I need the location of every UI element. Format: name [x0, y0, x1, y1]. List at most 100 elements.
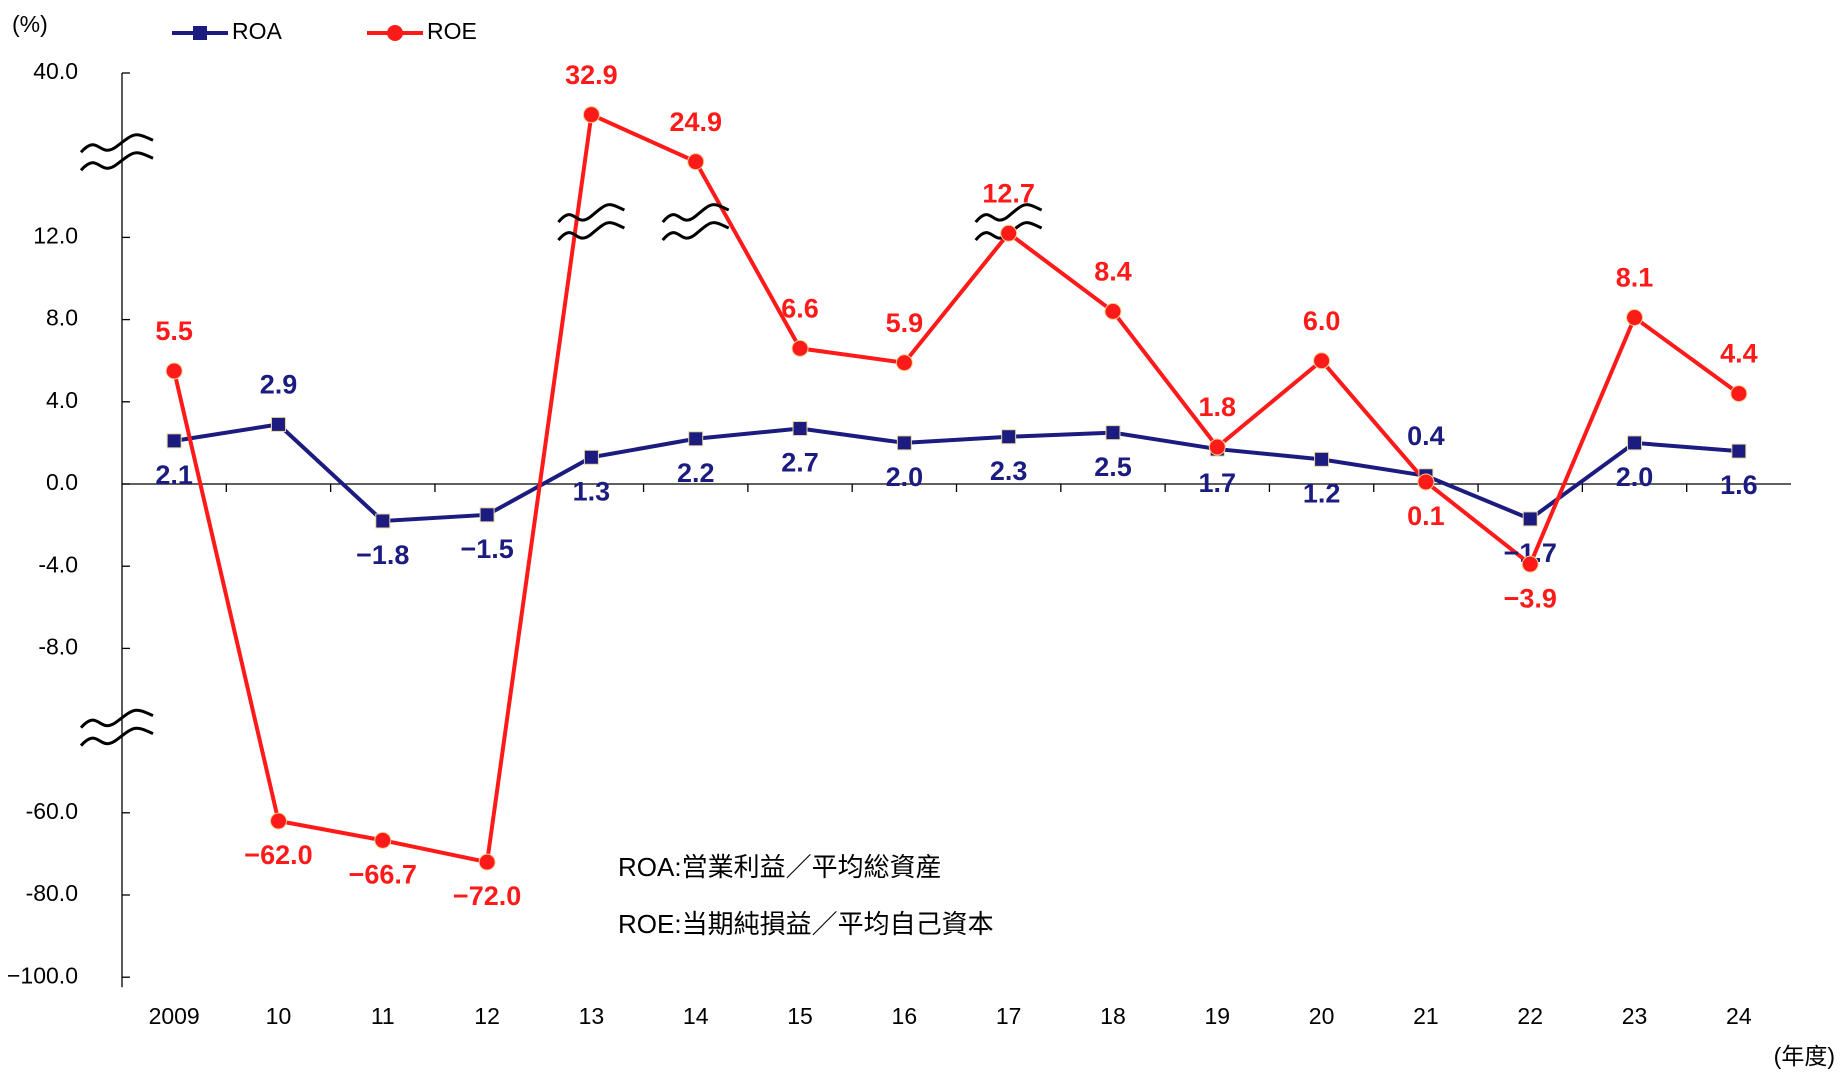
- marker: [1208, 438, 1226, 456]
- data-label: −62.0: [244, 840, 312, 870]
- marker: [791, 339, 809, 357]
- data-label: 2.0: [886, 462, 924, 492]
- data-label: 8.4: [1094, 257, 1132, 287]
- legend-label: ROE: [427, 18, 477, 44]
- data-label: −3.9: [1504, 583, 1557, 613]
- marker: [582, 106, 600, 124]
- axis-break: [557, 203, 626, 242]
- data-label: 1.8: [1199, 392, 1237, 422]
- x-tick-label: 23: [1622, 1003, 1648, 1029]
- data-label: 6.6: [781, 293, 819, 323]
- y-tick-label: 12.0: [33, 222, 78, 248]
- legend-marker: [193, 26, 207, 40]
- y-tick-label: 40.0: [33, 58, 78, 84]
- x-tick-label: 18: [1100, 1003, 1126, 1029]
- axis-break-line: [974, 203, 1043, 224]
- data-label: 2.9: [260, 370, 298, 400]
- legend-marker: [387, 25, 403, 41]
- x-unit-label: (年度): [1774, 1043, 1835, 1069]
- axis-break-line: [79, 151, 154, 172]
- data-label: 8.1: [1616, 263, 1654, 293]
- legend-label: ROA: [232, 18, 283, 44]
- x-tick-label: 17: [996, 1003, 1022, 1029]
- marker: [1104, 302, 1122, 320]
- annotation: ROE:当期純損益／平均自己資本: [618, 909, 994, 939]
- axis-break-line: [661, 221, 730, 242]
- axis-break-line: [79, 708, 154, 729]
- marker: [375, 513, 391, 529]
- y-tick-label: 8.0: [46, 305, 78, 331]
- annotation: ROA:営業利益／平均総資産: [618, 852, 942, 882]
- y-tick-label: 4.0: [46, 387, 78, 413]
- marker: [374, 831, 392, 849]
- marker: [1731, 443, 1747, 459]
- marker: [896, 435, 912, 451]
- data-label: 0.1: [1407, 501, 1445, 531]
- data-label: −1.5: [460, 534, 513, 564]
- marker: [1522, 511, 1538, 527]
- data-label: 2.0: [1616, 462, 1654, 492]
- y-unit-label: (%): [12, 11, 48, 37]
- marker: [1627, 435, 1643, 451]
- data-label: 6.0: [1303, 306, 1341, 336]
- marker: [688, 431, 704, 447]
- marker: [270, 416, 286, 432]
- marker: [1313, 352, 1331, 370]
- x-tick-label: 21: [1413, 1003, 1439, 1029]
- marker: [1314, 451, 1330, 467]
- marker: [269, 812, 287, 830]
- data-label: −1.8: [356, 540, 409, 570]
- axis-break: [79, 133, 154, 172]
- data-label: 24.9: [669, 107, 722, 137]
- marker: [479, 507, 495, 523]
- data-label: 2.1: [155, 460, 193, 490]
- x-tick-label: 13: [579, 1003, 605, 1029]
- x-tick-label: 15: [787, 1003, 813, 1029]
- marker: [1417, 473, 1435, 491]
- marker: [165, 362, 183, 380]
- axis-break: [79, 708, 154, 747]
- x-tick-label: 22: [1517, 1003, 1543, 1029]
- marker: [792, 421, 808, 437]
- data-label: 1.7: [1199, 468, 1237, 498]
- marker: [478, 853, 496, 871]
- axis-break-line: [79, 726, 154, 747]
- y-tick-label: -8.0: [38, 633, 78, 659]
- y-tick-label: 0.0: [46, 469, 78, 495]
- data-label: 32.9: [565, 60, 618, 90]
- x-tick-label: 16: [892, 1003, 918, 1029]
- axis-break-line: [661, 203, 730, 224]
- data-label: 2.5: [1094, 452, 1132, 482]
- data-label: 5.9: [886, 308, 924, 338]
- marker: [1105, 425, 1121, 441]
- y-tick-label: -80.0: [26, 880, 78, 906]
- series-line: [173, 422, 1739, 524]
- marker: [1001, 429, 1017, 445]
- y-tick-label: -4.0: [38, 551, 78, 577]
- marker: [895, 354, 913, 372]
- x-tick-label: 14: [683, 1003, 709, 1029]
- marker: [1626, 309, 1644, 327]
- x-tick-label: 10: [266, 1003, 292, 1029]
- data-label: 12.7: [982, 178, 1035, 208]
- x-tick-label: 12: [474, 1003, 500, 1029]
- y-tick-label: −100.0: [7, 962, 78, 988]
- marker: [583, 449, 599, 465]
- data-label: 2.7: [781, 448, 819, 478]
- data-label: 2.2: [677, 458, 715, 488]
- x-tick-label: 2009: [149, 1003, 200, 1029]
- series-line: [172, 111, 1741, 865]
- x-tick-label: 11: [371, 1003, 395, 1029]
- data-label: 1.2: [1303, 478, 1341, 508]
- data-label: 4.4: [1720, 339, 1758, 369]
- marker: [1521, 555, 1539, 573]
- x-tick-label: 24: [1726, 1003, 1752, 1029]
- axis-break: [661, 203, 730, 242]
- marker: [166, 433, 182, 449]
- axis-break-line: [557, 221, 626, 242]
- data-label: −72.0: [453, 881, 521, 911]
- x-tick-label: 19: [1204, 1003, 1230, 1029]
- axis-break-line: [79, 133, 154, 154]
- marker: [1000, 224, 1018, 242]
